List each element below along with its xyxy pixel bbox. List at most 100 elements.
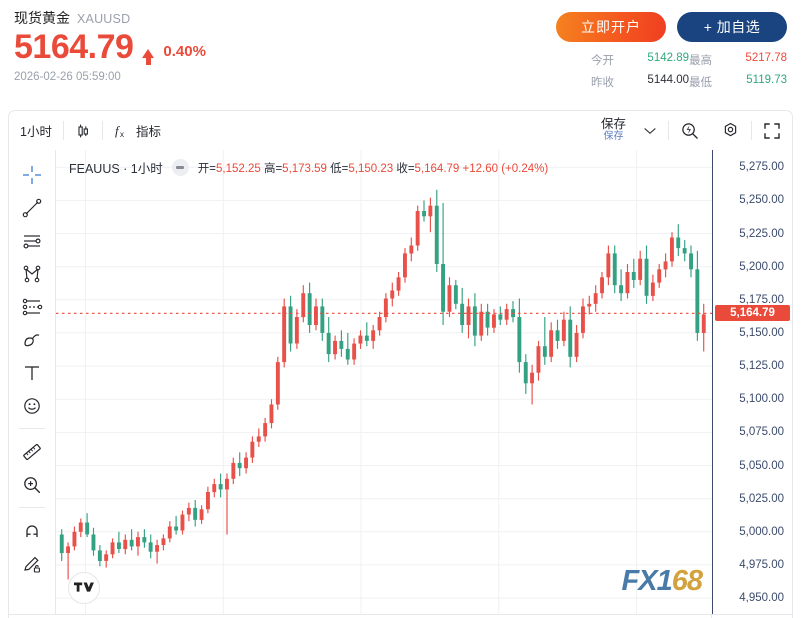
lock-drawings-tool[interactable] [15,548,49,579]
chart-settings-button[interactable] [710,121,751,140]
price-axis[interactable]: 5,275.00 5,250.00 5,225.00 5,200.00 5,175.00… [712,150,792,614]
price-axis-label: 5,175.00 [739,293,784,306]
brush-tool[interactable] [15,324,49,355]
price-axis-label: 4,975.00 [739,558,784,571]
gear-icon [724,122,737,137]
save-label: 保存 [600,117,626,132]
price-axis-label: 5,150.00 [739,326,784,339]
zoom-in-tool[interactable] [15,469,49,500]
candlestick-icon [78,124,88,137]
legend-open-label: 开= [197,162,216,175]
price-axis-label: 5,000.00 [739,525,784,538]
fx168-watermark: FX168 [621,565,703,598]
trend-line-icon [22,198,42,217]
toolbar-divider [62,121,64,140]
price-axis-label: 5,100.00 [739,393,784,406]
fullscreen-button[interactable] [752,122,792,140]
quote-header: 现货黄金 XAUUSD 5164.79 0.40% 2026-02-26 05:… [0,0,801,110]
legend-close-label: 收= [396,162,415,175]
stat-label-open: 今开 [591,55,614,67]
legend-high-value: 5,173.59 [282,162,327,175]
magnet-icon [26,524,38,537]
time-axis[interactable]: 2021242526 [8,614,793,618]
price-axis-label: 4,950.00 [739,592,784,605]
legend-low-label: 低= [330,162,349,175]
change-percent: 0.40% [163,42,206,60]
fib-retracement-icon [22,298,43,315]
horizontal-lines-tool[interactable] [15,225,49,256]
candlestick-plot[interactable]: FEAUUS · 1小时 开=5,152.25 高=5,173.59 低=5,1… [56,150,712,614]
pencil-lock-icon [24,556,40,573]
hide-icon [176,166,185,169]
save-menu-toggle[interactable] [632,122,668,140]
svg-text:x: x [120,130,124,139]
pitchfork-icon [23,265,41,282]
cta-group: 立即开户 + 加自选 [556,12,787,42]
add-watchlist-button[interactable]: + 加自选 [677,12,787,42]
fullscreen-icon [764,122,780,139]
toolbar-divider-5 [19,428,45,429]
stat-label-prevclose: 昨收 [591,77,614,89]
toolbar-divider-6 [19,507,45,508]
magnet-tool[interactable] [15,515,49,546]
save-button[interactable]: 保存 保存 [591,118,632,142]
brand-part-2: 68 [671,565,703,597]
interval-selector[interactable]: 1小时 [9,111,63,150]
legend-hide-button[interactable] [171,159,189,176]
time-axis-divider [711,615,712,618]
brand-part-1: FX1 [621,565,673,597]
legend-high-label: 高= [263,162,283,175]
symbol-name: 现货黄金 [14,10,70,26]
stat-value-prevclose: 5144.00 [647,74,689,86]
price-row: 5164.79 0.40% [14,30,787,65]
chevron-down-icon [644,127,656,134]
pitchfork-tool[interactable] [15,258,49,289]
arrow-up-icon [142,48,155,65]
trend-line-tool[interactable] [15,192,49,223]
chart-area: FEAUUS · 1小时 开=5,152.25 高=5,173.59 低=5,1… [8,150,793,614]
tradingview-logo-icon [74,582,94,592]
open-account-button[interactable]: 立即开户 [556,12,666,42]
legend-close-value: 5,164.79 [414,162,460,175]
toolbar-divider-3 [668,121,669,140]
current-price-badge: 5,164.79 [715,305,790,322]
indicators-label: 指标 [135,125,161,139]
quote-stats: 今开 5142.89 最高 5217.78 昨收 5144.00 最低 5119… [591,52,787,90]
crosshair-tool[interactable] [15,159,49,190]
chart-legend: FEAUUS · 1小时 开=5,152.25 高=5,173.59 低=5,1… [69,158,548,177]
candlestick-svg [56,150,712,614]
toolbar-divider-2 [101,121,103,140]
stat-value-open: 5142.89 [647,52,689,64]
save-sub-label: 保存 [603,130,624,142]
fx-icon: f x [115,123,124,139]
legend-open-value: 5,152.25 [215,162,261,175]
price-axis-label: 5,250.00 [739,194,784,207]
zoom-in-icon [24,476,41,493]
last-price: 5164.79 [14,28,134,66]
interval-label: 1小时 [20,125,52,139]
price-axis-label: 5,275.00 [739,161,784,174]
crosshair-icon [23,165,41,184]
toolbar-divider-4 [751,121,752,140]
measure-tool[interactable] [15,436,49,467]
emoji-tool[interactable] [15,390,49,421]
chart-toolbar: 1小时 f x 指标 保存 保存 [8,110,793,150]
legend-change-value: +12.60 (+0.24%) [462,162,549,175]
indicators-button[interactable]: f x 指标 [103,111,172,150]
stat-value-high: 5217.78 [745,52,787,64]
quick-search-button[interactable] [669,121,710,140]
chart-type-button[interactable] [64,111,102,150]
price-axis-label: 5,025.00 [739,492,784,505]
horizontal-lines-icon [23,234,41,249]
legend-low-value: 5,150.23 [348,162,394,175]
quick-search-icon [682,123,698,139]
text-tool[interactable] [15,357,49,388]
fib-retracement-tool[interactable] [15,291,49,322]
legend-title: FEAUUS · 1小时 [69,162,163,176]
tradingview-watermark[interactable] [68,572,100,604]
text-tool-icon [25,365,39,380]
price-axis-label: 5,050.00 [739,459,784,472]
legend-ohlc: 开=5,152.25 高=5,173.59 低=5,150.23 收=5,164… [198,160,548,176]
price-axis-label: 5,075.00 [739,426,784,439]
